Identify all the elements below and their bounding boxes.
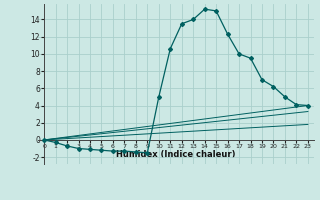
- X-axis label: Humidex (Indice chaleur): Humidex (Indice chaleur): [116, 150, 236, 159]
